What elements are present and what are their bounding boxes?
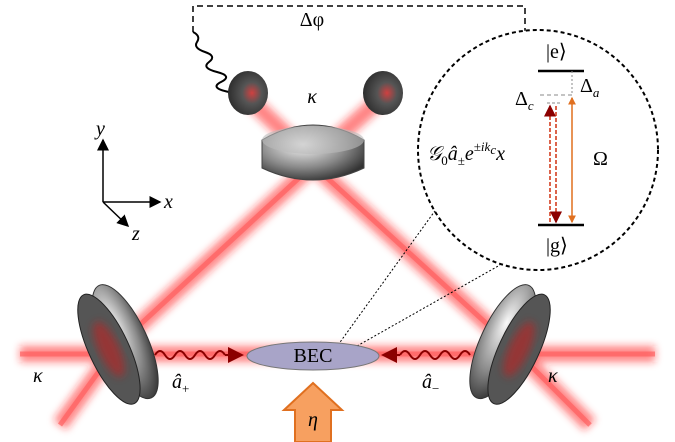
detector: [228, 71, 268, 115]
zoom-line: [349, 264, 501, 351]
label: Δc: [515, 88, 534, 113]
label: Δφ: [300, 9, 324, 31]
mirror-right: [469, 284, 551, 405]
mirror-top-face: [262, 126, 364, 154]
label: x: [163, 191, 173, 213]
label: κ: [307, 86, 317, 108]
detector: [363, 71, 403, 115]
wavy-plus: [154, 350, 226, 360]
wavy: [192, 31, 242, 103]
label: κ: [33, 365, 43, 387]
label: κ: [548, 365, 558, 387]
label: |e⟩: [546, 41, 567, 63]
wavy-minus: [399, 350, 471, 360]
mirror-left: [77, 284, 159, 405]
label: Ω: [593, 148, 608, 170]
label: BEC: [294, 345, 333, 367]
label: 𝒢0â±e±ikcx: [427, 139, 505, 168]
label: z: [131, 223, 140, 245]
label: â+: [172, 371, 189, 396]
label: Δa: [580, 75, 600, 100]
zoom-line: [337, 207, 438, 346]
label: η: [308, 409, 318, 431]
axes: [97, 138, 162, 228]
label: |g⟩: [546, 235, 568, 257]
label: y: [94, 118, 105, 140]
pump: [281, 381, 345, 442]
cavity-arrows: [544, 104, 562, 224]
phase-link: [192, 5, 526, 32]
label: â−: [422, 371, 439, 396]
bec: [246, 341, 380, 371]
inset: [417, 29, 659, 271]
